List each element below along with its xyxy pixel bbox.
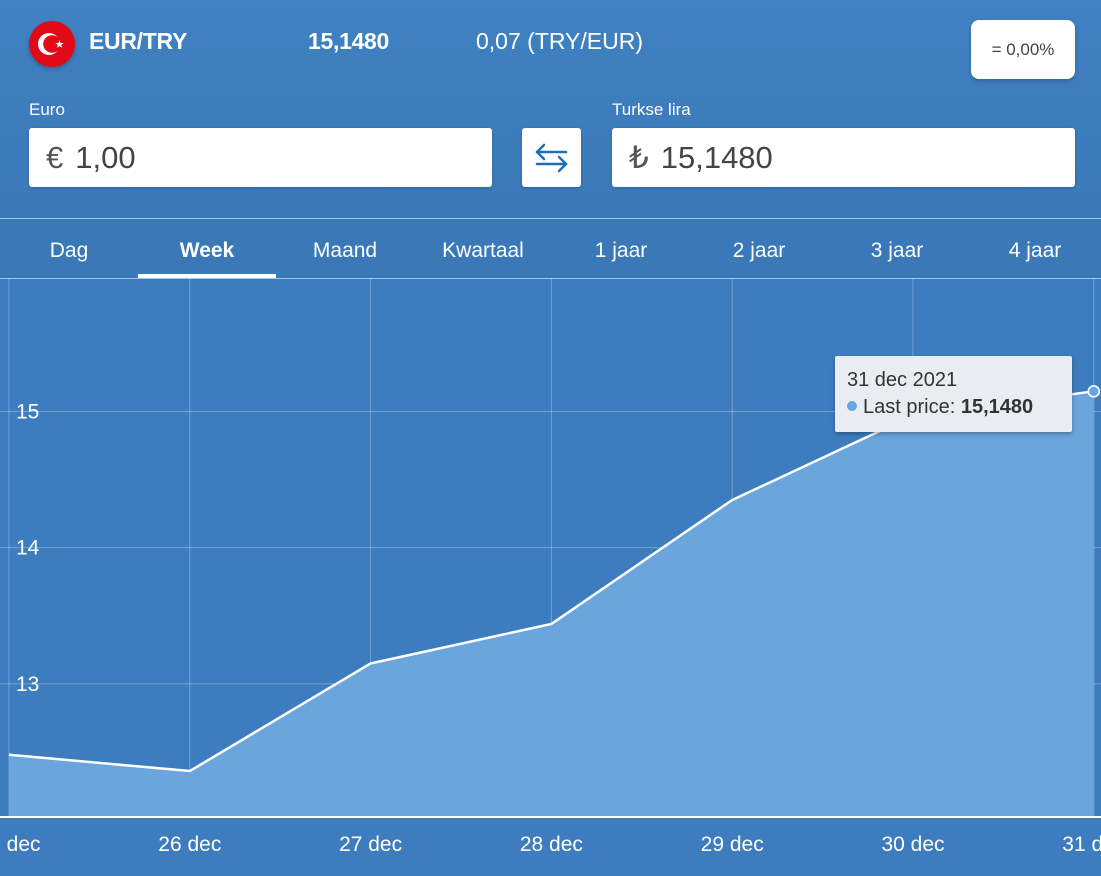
series-dot-icon — [847, 401, 857, 411]
chart-tooltip: 31 dec 2021 Last price: 15,1480 — [835, 356, 1072, 432]
tooltip-row: Last price: 15,1480 — [847, 396, 1033, 419]
converter-header: EUR/TRY 15,1480 0,07 (TRY/EUR) = 0,00% E… — [0, 0, 1101, 218]
x-tick-label: 28 dec — [520, 833, 583, 856]
y-tick-label: 13 — [16, 673, 39, 696]
tooltip-label: Last price: — [863, 396, 956, 418]
turkey-flag-icon — [29, 21, 75, 67]
from-amount-field[interactable]: € 1,00 — [29, 128, 492, 187]
from-currency-label: Euro — [29, 100, 65, 119]
euro-symbol: € — [46, 139, 64, 175]
tab-1-jaar[interactable]: 1 jaar — [594, 239, 648, 262]
to-amount-field[interactable]: ₺ 15,1480 — [612, 128, 1075, 187]
from-amount-value[interactable]: 1,00 — [75, 139, 136, 175]
inverse-rate: 0,07 (TRY/EUR) — [476, 28, 644, 54]
swap-currencies-button[interactable] — [522, 128, 581, 187]
to-amount-value[interactable]: 15,1480 — [660, 139, 773, 175]
to-currency-label: Turkse lira — [612, 100, 691, 119]
tooltip-value: 15,1480 — [960, 396, 1034, 418]
x-tick-label: 25 dec — [0, 833, 41, 856]
y-tick-label: 15 — [16, 400, 39, 423]
exchange-rate: 15,1480 — [308, 28, 390, 54]
x-tick-label: 27 dec — [339, 833, 402, 856]
change-badge: = 0,00% — [971, 20, 1075, 79]
tab-dag[interactable]: Dag — [49, 239, 89, 262]
tab-3-jaar[interactable]: 3 jaar — [870, 239, 924, 262]
tab-kwartaal[interactable]: Kwartaal — [442, 239, 524, 262]
price-area — [9, 391, 1094, 816]
x-tick-label: 30 dec — [881, 833, 944, 856]
tab-4-jaar[interactable]: 4 jaar — [1008, 239, 1062, 262]
x-tick-label: 31 dec — [1062, 833, 1101, 856]
y-tick-label: 14 — [16, 537, 40, 560]
highlighted-point — [1087, 385, 1101, 398]
swap-arrows-icon — [535, 143, 567, 172]
period-tabs: Dag Week Maand Kwartaal 1 jaar 2 jaar 3 jaar 4 … — [0, 218, 1101, 279]
tooltip-date: 31 dec 2021 — [847, 369, 958, 391]
currency-pair: EUR/TRY — [89, 28, 187, 54]
tab-maand[interactable]: Maand — [312, 239, 378, 262]
lira-symbol: ₺ — [629, 139, 649, 175]
x-tick-label: 26 dec — [158, 833, 221, 856]
x-tick-label: 29 dec — [701, 833, 764, 856]
tab-2-jaar[interactable]: 2 jaar — [732, 239, 786, 262]
tab-week[interactable]: Week — [138, 219, 276, 278]
